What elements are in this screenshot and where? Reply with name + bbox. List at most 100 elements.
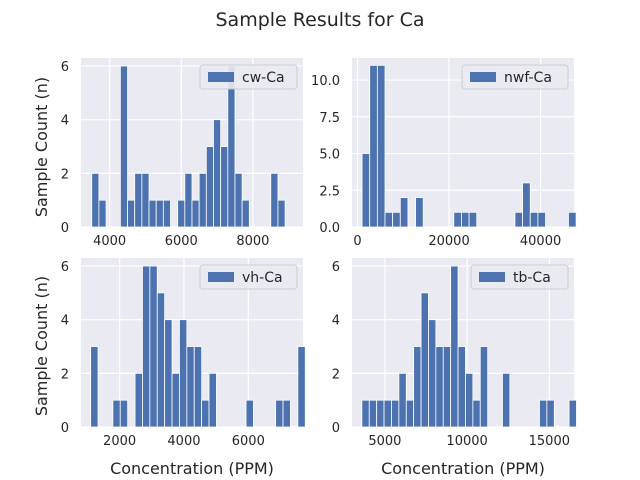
y-tick-label: 5.0 xyxy=(319,148,340,163)
histogram-bar xyxy=(156,292,166,428)
legend-swatch xyxy=(479,272,505,282)
chart-suptitle: Sample Results for Ca xyxy=(216,9,425,31)
histogram-bar xyxy=(205,146,214,228)
histogram-bar xyxy=(420,292,429,428)
histogram-bar xyxy=(245,399,254,428)
y-axis-label-top: Sample Count (n) xyxy=(32,77,51,217)
histogram-bar xyxy=(91,172,100,228)
histogram-bar xyxy=(415,197,424,228)
histogram-bar xyxy=(391,399,400,428)
y-tick-label: 6 xyxy=(61,260,69,275)
histogram-bar xyxy=(361,399,370,428)
histogram-bar xyxy=(546,399,555,428)
legend-swatch xyxy=(208,72,234,82)
histogram-bar xyxy=(275,399,284,428)
histogram-bar xyxy=(282,399,291,428)
y-tick-label: 0 xyxy=(61,221,69,236)
legend-label: vh-Ca xyxy=(242,270,283,286)
histogram-bar xyxy=(155,199,164,228)
histogram-bar xyxy=(376,399,385,428)
x-tick-label: 40000 xyxy=(520,234,561,249)
histogram-bar xyxy=(98,199,107,228)
y-tick-label: 0 xyxy=(332,421,340,436)
x-axis-label-left: Concentration (PPM) xyxy=(110,459,274,478)
legend-label: nwf-Ca xyxy=(504,70,552,86)
panel-nwf-ca: 0 20000 40000 0.0 2.5 5.0 7.5 10.0 nwf-Ca xyxy=(311,58,577,249)
histogram-bar xyxy=(227,65,236,228)
x-tick-label: 5000 xyxy=(368,434,401,449)
histogram-bar xyxy=(568,399,577,428)
histogram-bar xyxy=(428,319,437,428)
y-tick-label: 4 xyxy=(61,114,69,129)
histogram-bar xyxy=(193,346,203,428)
x-tick-label: 10000 xyxy=(446,434,487,449)
legend-swatch xyxy=(208,272,234,282)
legend-swatch xyxy=(470,72,496,82)
histogram-bar xyxy=(277,199,286,228)
histogram-bar xyxy=(213,119,222,228)
y-tick-label: 4 xyxy=(61,314,69,329)
histogram-bar xyxy=(405,399,415,428)
histogram-bar xyxy=(457,346,466,428)
histogram-bar xyxy=(186,346,195,428)
legend-box xyxy=(199,64,298,90)
histogram-bar xyxy=(502,372,511,428)
y-tick-label: 0.0 xyxy=(319,221,340,236)
histogram-bar xyxy=(369,64,378,228)
histogram-bar xyxy=(90,346,99,428)
histogram-bar xyxy=(361,153,371,228)
histogram-bar xyxy=(177,199,186,228)
histogram-bar xyxy=(141,172,150,228)
histogram-bar xyxy=(112,399,121,428)
histogram-bar xyxy=(514,211,523,228)
histogram-bar xyxy=(208,372,217,428)
y-tick-label: 2.5 xyxy=(319,184,340,199)
x-axis-label-right: Concentration (PPM) xyxy=(381,459,545,478)
histogram-bar xyxy=(119,65,128,228)
histogram-bar xyxy=(435,346,444,428)
histogram-bar xyxy=(450,265,459,428)
histogram-bar xyxy=(134,372,143,428)
x-tick-label: 4000 xyxy=(93,234,126,249)
histogram-bar xyxy=(392,211,401,228)
x-tick-label: 6000 xyxy=(232,434,265,449)
histogram-bar xyxy=(468,211,478,228)
histogram-bar xyxy=(297,346,306,428)
y-tick-label: 6 xyxy=(61,60,69,75)
x-tick-label: 6000 xyxy=(165,234,198,249)
histogram-bar xyxy=(162,199,171,228)
histogram-bar xyxy=(529,211,539,228)
histogram-bar xyxy=(241,199,250,228)
legend-box xyxy=(461,64,569,90)
y-tick-label: 7.5 xyxy=(319,111,340,126)
histogram-bar xyxy=(399,197,409,228)
histogram-bar xyxy=(270,172,279,228)
y-tick-label: 6 xyxy=(332,260,340,275)
histogram-bar xyxy=(398,372,407,428)
legend-box xyxy=(199,264,298,290)
histogram-bar xyxy=(376,64,386,228)
legend-label: tb-Ca xyxy=(513,270,551,286)
histogram-bar xyxy=(149,265,158,428)
panel-tb-ca: 5000 10000 15000 0 2 4 6 tb-Ca xyxy=(332,258,577,449)
x-tick-label: 20000 xyxy=(428,234,469,249)
panel-vh-ca: 2000 4000 6000 0 2 4 6 vh-Ca xyxy=(61,258,306,449)
histogram-bar xyxy=(383,399,392,428)
y-axis-label-bottom: Sample Count (n) xyxy=(32,276,51,416)
histogram-bar xyxy=(201,399,210,428)
histogram-bar xyxy=(568,211,577,228)
histogram-bar xyxy=(220,146,229,228)
histogram-bar xyxy=(171,372,180,428)
histogram-bar xyxy=(142,265,151,428)
histogram-bar xyxy=(461,211,470,228)
x-tick-label: 4000 xyxy=(167,434,200,449)
y-tick-label: 2 xyxy=(61,367,69,382)
histogram-bar xyxy=(539,399,548,428)
histogram-bar xyxy=(368,399,378,428)
histogram-bar xyxy=(184,172,193,228)
histogram-bar xyxy=(479,346,489,428)
histogram-bar xyxy=(148,199,157,228)
histogram-bar xyxy=(127,199,136,228)
histogram-bar xyxy=(384,211,394,228)
